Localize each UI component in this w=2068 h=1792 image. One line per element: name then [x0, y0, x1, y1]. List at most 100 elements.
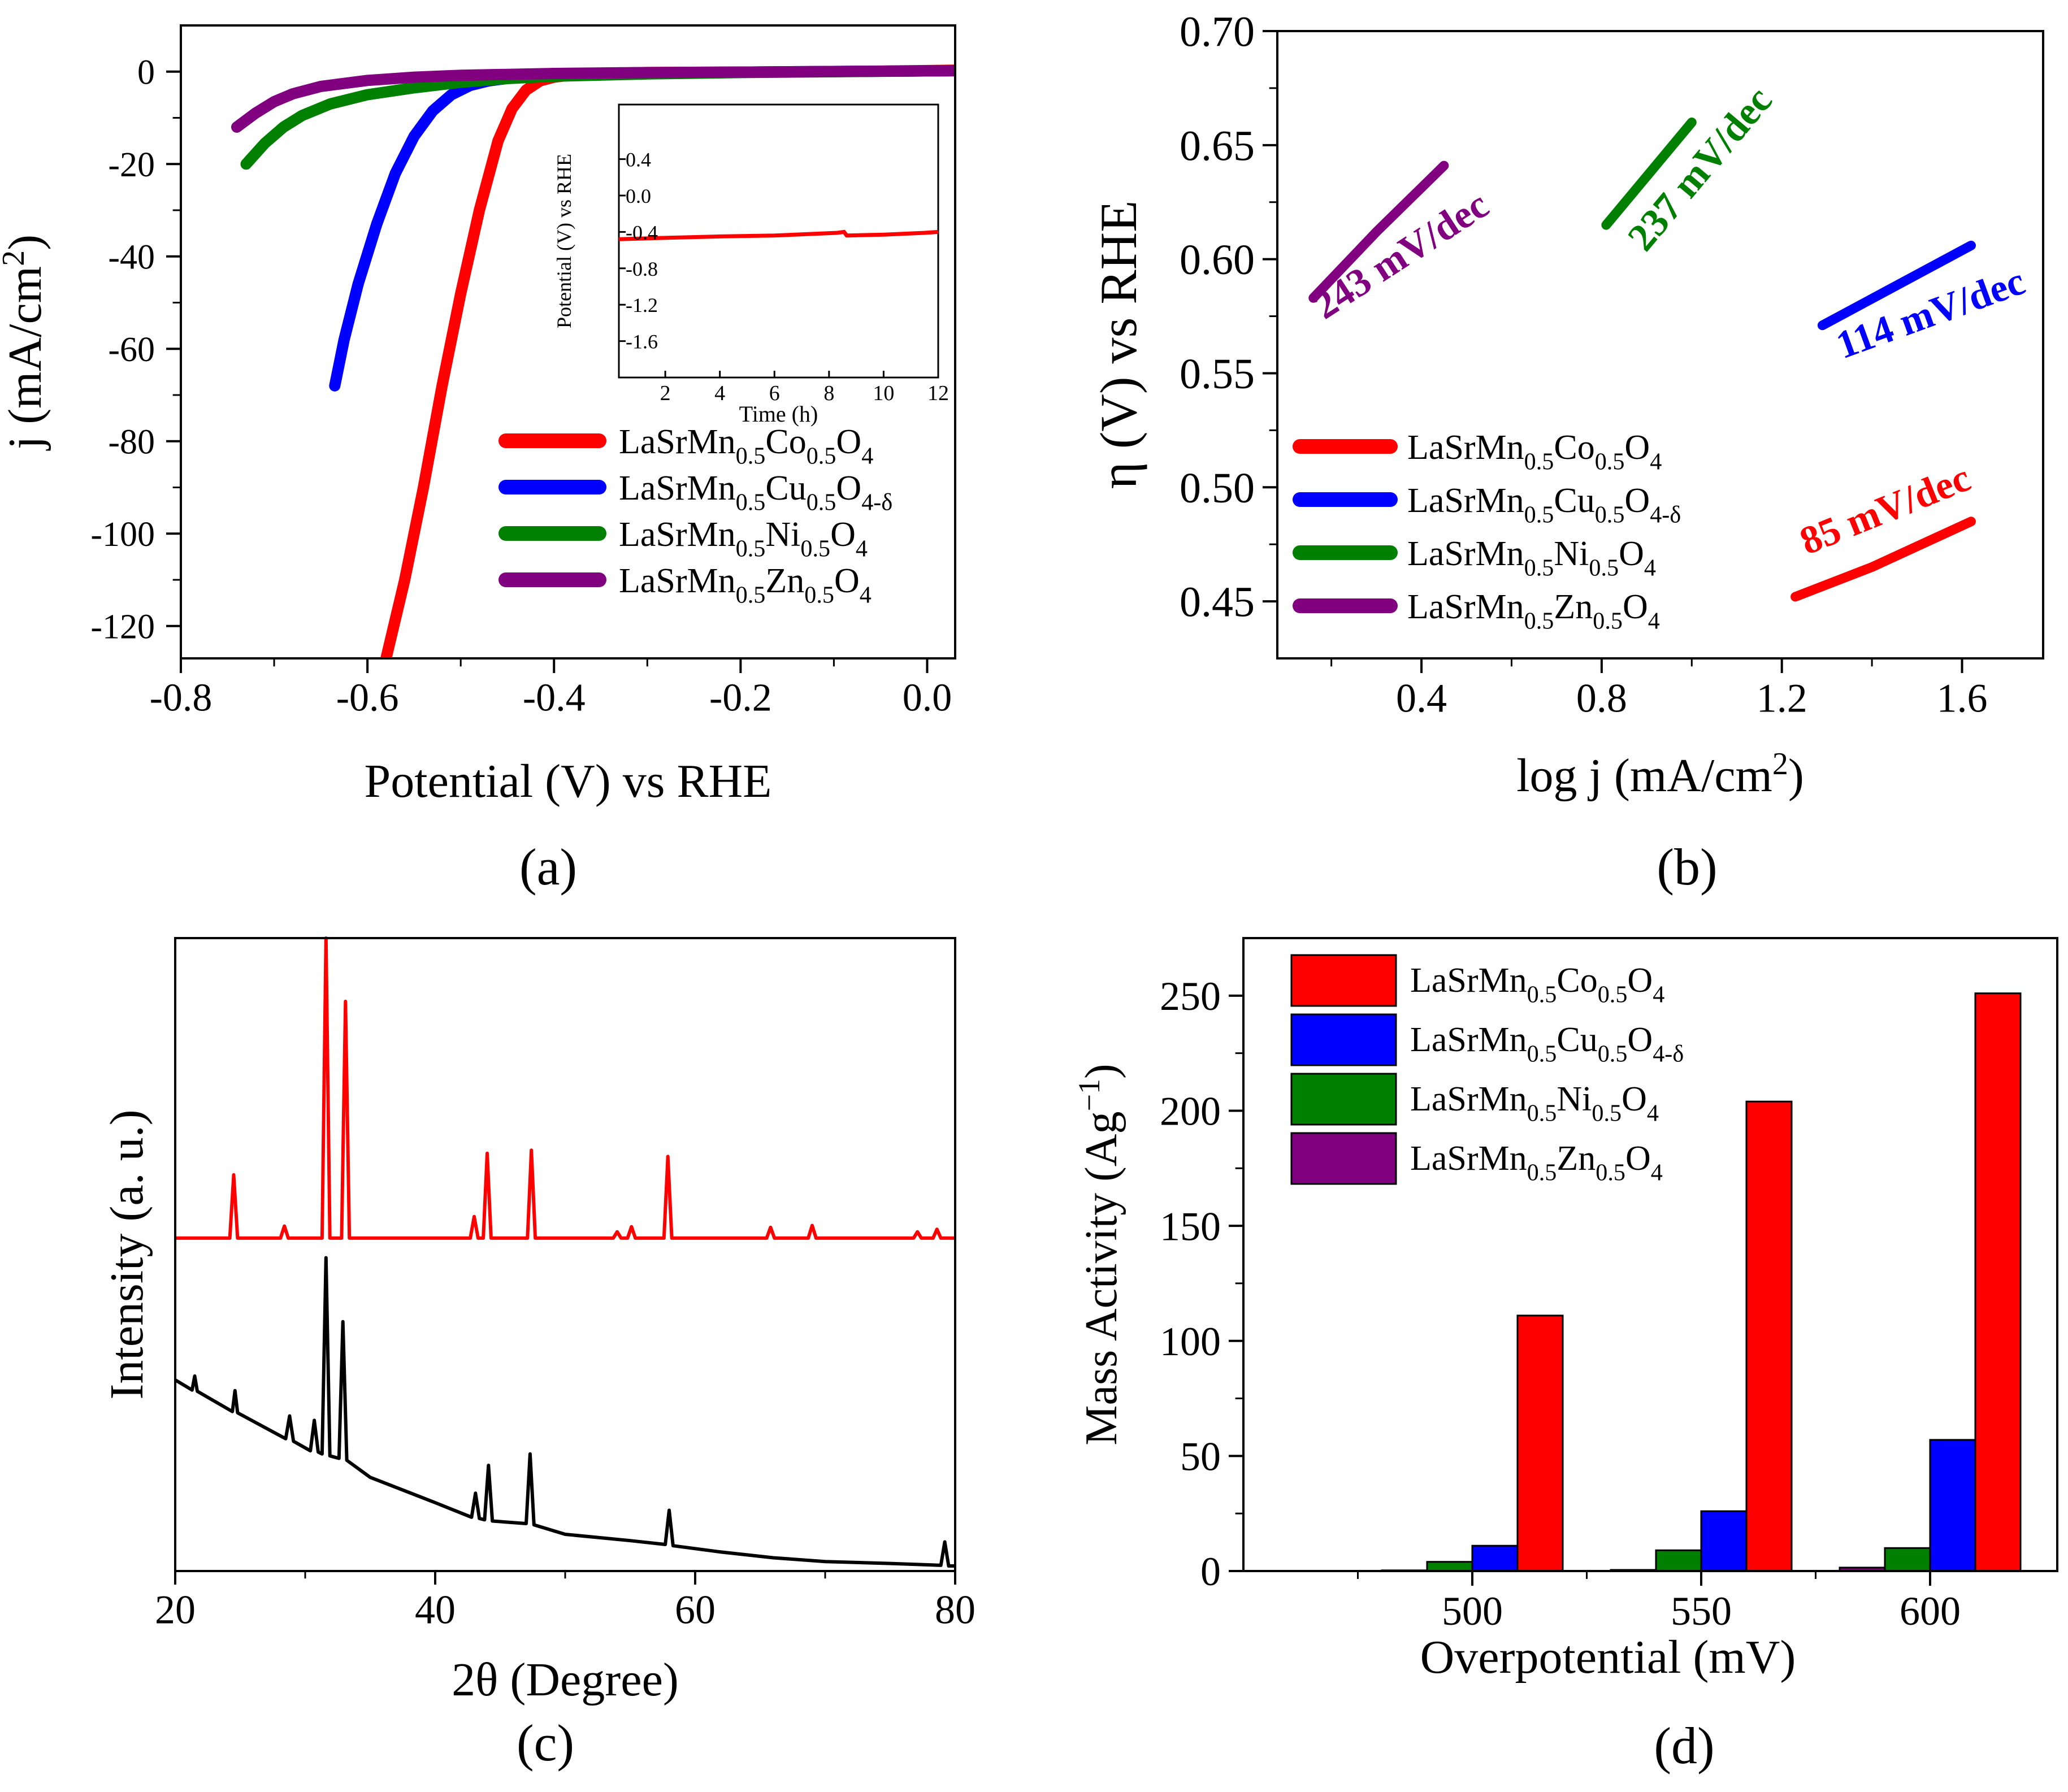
series-line-co: [1790, 517, 1976, 602]
legend-subscript: 0.5: [736, 443, 766, 470]
legend: LaSrMn0.5Co0.5O4LaSrMn0.5Cu0.5O4-δLaSrMn…: [498, 423, 892, 609]
legend-subscript: 0.5: [1524, 555, 1554, 582]
legend-label-ni: LaSrMn0.5Ni0.5O4: [1407, 535, 1656, 582]
legend-text-base: LaSrMn: [1410, 1139, 1527, 1178]
legend-swatch-cu: [1290, 1013, 1397, 1066]
legend-swatch-zn: [1290, 1132, 1397, 1185]
legend-subscript: 0.5: [1598, 982, 1628, 1008]
legend-label-zn: LaSrMn0.5Zn0.5O4: [1407, 588, 1660, 635]
y-tick-label: 0.55: [1180, 350, 1255, 398]
legend-text-element: Cu: [765, 469, 806, 507]
legend: LaSrMn0.5Co0.5O4LaSrMn0.5Cu0.5O4-δLaSrMn…: [1290, 954, 1684, 1186]
y-tick-label: -120: [90, 608, 155, 646]
legend-swatch-ni: [1290, 1073, 1397, 1126]
y-axis-label: Mass Activity (Ag−1): [1072, 1064, 1126, 1445]
legend-subscript: 0.5: [1527, 1160, 1557, 1186]
slope-annotation-cu: 114 mV/dec: [1831, 259, 2030, 367]
inset-x-label: Time (h): [739, 401, 818, 427]
plot-frame: [1242, 937, 2058, 1572]
bar-co-600: [1974, 992, 2022, 1572]
y-label-superscript: −1: [1072, 1079, 1106, 1111]
slope-annotation-co: 85 mV/dec: [1794, 456, 1976, 563]
legend-text-element: Co: [1554, 428, 1594, 467]
legend-text-element: Co: [765, 423, 806, 461]
legend-text-base: LaSrMn: [1407, 481, 1524, 520]
legend-subscript: 0.5: [807, 443, 836, 470]
legend-text-base: LaSrMn: [1407, 535, 1524, 573]
legend-text-base: LaSrMn: [619, 515, 736, 554]
y-tick-label: 0: [1200, 1549, 1221, 1594]
y-label-text: j (mA/cm: [0, 266, 51, 451]
x-label-superscript: 2: [1772, 747, 1788, 782]
legend-subscript: 0.5: [807, 489, 836, 516]
x-axis-label: 2θ (Degree): [452, 1654, 679, 1706]
y-tick-label: 150: [1160, 1204, 1221, 1249]
x-tick-label: 0.8: [1576, 675, 1627, 721]
x-label-text: log j (mA/cm: [1516, 749, 1772, 802]
legend-subscript: 0.5: [1593, 608, 1623, 635]
legend-text-base: LaSrMn: [1410, 961, 1527, 1000]
legend-subscript: 0.5: [1589, 555, 1619, 582]
legend-text-base: LaSrMn: [1410, 1021, 1527, 1059]
legend: LaSrMn0.5Co0.5O4LaSrMn0.5Cu0.5O4-δLaSrMn…: [1293, 428, 1681, 635]
legend-text-element: Ni: [765, 515, 800, 554]
inset-y-tick-label: -0.8: [626, 258, 658, 280]
legend-subscript: 4: [1651, 1160, 1663, 1186]
y-axis-label: η (V) vs RHE: [1090, 201, 1147, 489]
legend-label-co: LaSrMn0.5Co0.5O4: [1410, 961, 1664, 1008]
x-tick-label: 1.2: [1757, 675, 1807, 721]
panel-b: 0.4 0.8 1.2 1.6 0.45 0.50 0.55 0.60 0.65 0.70 log …: [1090, 8, 2044, 896]
x-tick-label: 0.4: [1396, 675, 1447, 721]
inset-y-tick-label: 0.4: [626, 149, 651, 171]
bar-ni-500: [1426, 1561, 1473, 1572]
legend-subscript: 0.5: [804, 582, 834, 609]
legend-text-element: Zn: [1557, 1139, 1596, 1178]
legend-label-ni: LaSrMn0.5Ni0.5O4: [1410, 1080, 1659, 1127]
inset-series-line: [618, 229, 939, 241]
legend-subscript: 4: [861, 443, 873, 470]
legend-subscript: 0.5: [736, 582, 766, 609]
panel-label: (c): [517, 1714, 574, 1772]
legend-text-oxygen: O: [836, 469, 861, 507]
inset-y-tick-label: -1.2: [626, 294, 658, 316]
legend-subscript: 0.5: [736, 536, 766, 562]
y-tick-label: 0.65: [1180, 122, 1255, 170]
x-tick-label: -0.2: [709, 676, 772, 720]
x-tick-label: 0.0: [903, 676, 952, 720]
series-line-ni: [1601, 118, 1697, 230]
legend-text-element: Ni: [1557, 1080, 1592, 1118]
panel-d: 500 550 600 0 50 100 150 200 250 Overpotential (m…: [1072, 937, 2058, 1774]
legend-text-base: LaSrMn: [1407, 588, 1524, 626]
inset-x-tick-label: 8: [823, 381, 834, 405]
x-tick-label: -0.6: [336, 676, 399, 720]
legend-subscript: 0.5: [1596, 1160, 1625, 1186]
panel-a: -0.8 -0.6 -0.4 -0.2 0.0 0 -20 -40 -60 -80 -100 -120…: [0, 24, 956, 896]
legend-text-base: LaSrMn: [619, 423, 736, 461]
x-tick-label: 80: [935, 1587, 976, 1632]
x-axis-label: Overpotential (mV): [1420, 1631, 1796, 1683]
legend-text-element: Co: [1557, 961, 1597, 1000]
legend-subscript: 0.5: [1524, 449, 1554, 475]
legend-text-oxygen: O: [1624, 481, 1650, 520]
legend-label-co: LaSrMn0.5Co0.5O4: [1407, 428, 1662, 475]
legend-subscript: 4-δ: [1650, 502, 1681, 528]
legend-subscript: 4: [1647, 1100, 1659, 1127]
bar-co-500: [1516, 1314, 1564, 1572]
y-tick-label: 0.60: [1180, 236, 1255, 284]
y-axis-label: Intensity (a. u.): [101, 1109, 153, 1399]
legend-swatch-co: [1290, 954, 1397, 1007]
legend-subscript: 4-δ: [1653, 1041, 1684, 1068]
inset-y-tick-label: -0.4: [626, 221, 658, 244]
y-tick-label: -20: [108, 146, 155, 184]
legend-text-base: LaSrMn: [1410, 1080, 1527, 1118]
legend-subscript: 0.5: [1595, 502, 1625, 528]
series-line-zn: [231, 65, 955, 133]
series-line-zn: [1308, 160, 1449, 303]
inset-x-tick-label: 12: [927, 381, 949, 405]
y-tick-label: 50: [1180, 1434, 1221, 1479]
legend-text-element: Zn: [765, 562, 804, 600]
x-tick-label: 1.6: [1937, 675, 1988, 721]
x-tick-label: 60: [675, 1587, 716, 1632]
y-label-text: ): [1077, 1064, 1126, 1079]
